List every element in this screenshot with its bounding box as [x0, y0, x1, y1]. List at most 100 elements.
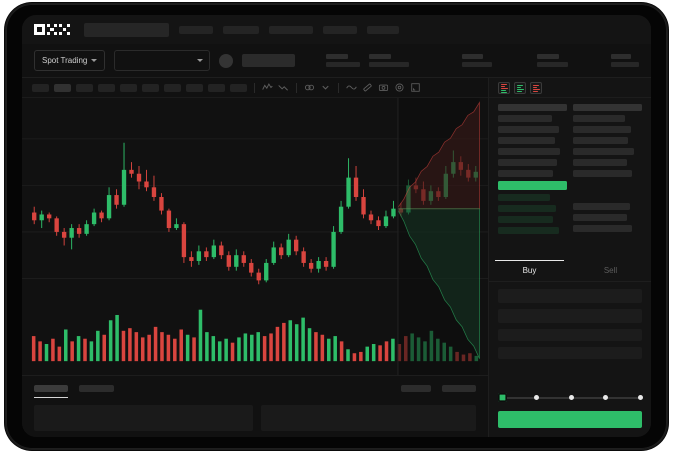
- tf-15m[interactable]: [76, 83, 93, 92]
- ask-row[interactable]: [498, 148, 561, 155]
- trading-mode-select[interactable]: Spot Trading: [34, 50, 106, 71]
- tab-buy[interactable]: Buy: [489, 260, 570, 281]
- available-field[interactable]: [498, 347, 642, 359]
- orderbook-col-header: [573, 104, 642, 111]
- submit-buy-button[interactable]: [498, 411, 642, 428]
- stat-low-24h: [537, 54, 569, 67]
- total-field[interactable]: [498, 329, 642, 341]
- order-entry-form: [489, 282, 651, 391]
- chevron-down-icon[interactable]: [320, 82, 331, 93]
- price-chart[interactable]: [22, 98, 488, 375]
- tf-1mo[interactable]: [208, 83, 225, 92]
- search-input[interactable]: [84, 22, 169, 37]
- bid-row[interactable]: [498, 227, 559, 234]
- chevron-down-icon: [91, 59, 98, 62]
- tf-1m[interactable]: [32, 83, 49, 92]
- ask-row[interactable]: [498, 115, 552, 122]
- settings-icon[interactable]: [394, 82, 405, 93]
- ask-size-row[interactable]: [573, 115, 626, 122]
- orders-panel: [22, 375, 488, 437]
- tf-more[interactable]: [230, 83, 247, 92]
- slider-step-25[interactable]: [534, 395, 539, 401]
- orderbook-col-header: [498, 104, 567, 111]
- nav-item-markets[interactable]: [223, 25, 259, 34]
- ask-size-row[interactable]: [573, 137, 629, 144]
- tf-1h[interactable]: [120, 83, 137, 92]
- bids-only-icon[interactable]: [514, 81, 526, 94]
- ask-size-row[interactable]: [573, 170, 633, 177]
- toolbar-divider: [296, 82, 297, 93]
- orderbook-spacer: [573, 181, 642, 188]
- bid-row[interactable]: [498, 216, 554, 223]
- panel-card-left[interactable]: [34, 405, 253, 431]
- okx-logo[interactable]: [34, 24, 70, 35]
- market-toolbar: Spot Trading: [22, 44, 651, 78]
- orders-tab-strip: [34, 385, 476, 398]
- tab-order-history[interactable]: [79, 385, 114, 392]
- ask-row[interactable]: [498, 137, 555, 144]
- ask-row[interactable]: [498, 170, 554, 177]
- top-navigation-bar: [22, 15, 651, 44]
- nav-item-earn[interactable]: [323, 25, 357, 34]
- bid-size-row[interactable]: [573, 225, 633, 232]
- current-price-row: [498, 181, 567, 190]
- trading-workspace: Buy Sell: [22, 78, 651, 437]
- bid-size-row[interactable]: [573, 203, 630, 210]
- nav-item-more[interactable]: [367, 25, 399, 34]
- coin-avatar: [218, 53, 233, 68]
- both-depth-icon[interactable]: [498, 81, 510, 94]
- nav-item-trade[interactable]: [269, 25, 313, 34]
- tf-5m[interactable]: [54, 83, 71, 92]
- tf-1d[interactable]: [164, 83, 181, 92]
- toolbar-divider: [338, 82, 339, 93]
- logo-glyph-x: [59, 24, 70, 35]
- ask-size-row[interactable]: [573, 159, 627, 166]
- compare-icon[interactable]: [304, 82, 315, 93]
- slider-step-100[interactable]: [637, 395, 643, 401]
- action-hide-other-pairs[interactable]: [401, 385, 431, 392]
- logo-glyph-o: [34, 24, 45, 35]
- bid-row[interactable]: [498, 205, 556, 212]
- ask-row[interactable]: [498, 126, 559, 133]
- asks-only-icon[interactable]: [530, 81, 542, 94]
- ask-size-row[interactable]: [573, 148, 634, 155]
- trend-line-icon[interactable]: [278, 82, 289, 93]
- logo-glyph-k: [46, 24, 58, 35]
- candlestick-chart-canvas[interactable]: [22, 98, 488, 375]
- chart-toolbar: [22, 78, 488, 98]
- ask-size-row[interactable]: [573, 126, 631, 133]
- orderbook-left-column: [498, 104, 567, 260]
- slider-track[interactable]: [498, 393, 643, 402]
- amount-percent-slider[interactable]: [489, 391, 651, 405]
- stat-last-price: [325, 54, 360, 67]
- tf-30m[interactable]: [98, 83, 115, 92]
- pair-name-label: [241, 54, 296, 67]
- amount-field[interactable]: [498, 309, 642, 323]
- ask-row[interactable]: [498, 159, 557, 166]
- action-cancel-all[interactable]: [442, 385, 476, 392]
- orderbook-right-column: [573, 104, 642, 260]
- price-field[interactable]: [498, 289, 642, 303]
- tf-1w[interactable]: [186, 83, 203, 92]
- orderbook-body[interactable]: [489, 98, 651, 260]
- stat-change-24h: [368, 54, 409, 67]
- indicator-icon[interactable]: [262, 82, 273, 93]
- orderbook-spacer: [573, 192, 642, 199]
- bid-size-row[interactable]: [573, 214, 627, 221]
- tablet-device-frame: Spot Trading: [6, 4, 667, 449]
- camera-icon[interactable]: [378, 82, 389, 93]
- slider-step-75[interactable]: [603, 395, 609, 401]
- trading-pair-select[interactable]: [114, 50, 210, 71]
- chart-column: [22, 78, 488, 437]
- fullscreen-icon[interactable]: [410, 82, 421, 93]
- panel-card-right[interactable]: [260, 405, 476, 431]
- slider-handle[interactable]: [498, 393, 507, 402]
- tab-sell[interactable]: Sell: [603, 266, 618, 275]
- nav-item-buy-crypto[interactable]: [179, 25, 213, 34]
- tf-4h[interactable]: [142, 83, 159, 92]
- bid-row[interactable]: [498, 194, 551, 201]
- ruler-icon[interactable]: [362, 82, 373, 93]
- slider-step-50[interactable]: [568, 395, 574, 401]
- wave-icon[interactable]: [346, 82, 357, 93]
- tab-open-orders[interactable]: [34, 385, 68, 398]
